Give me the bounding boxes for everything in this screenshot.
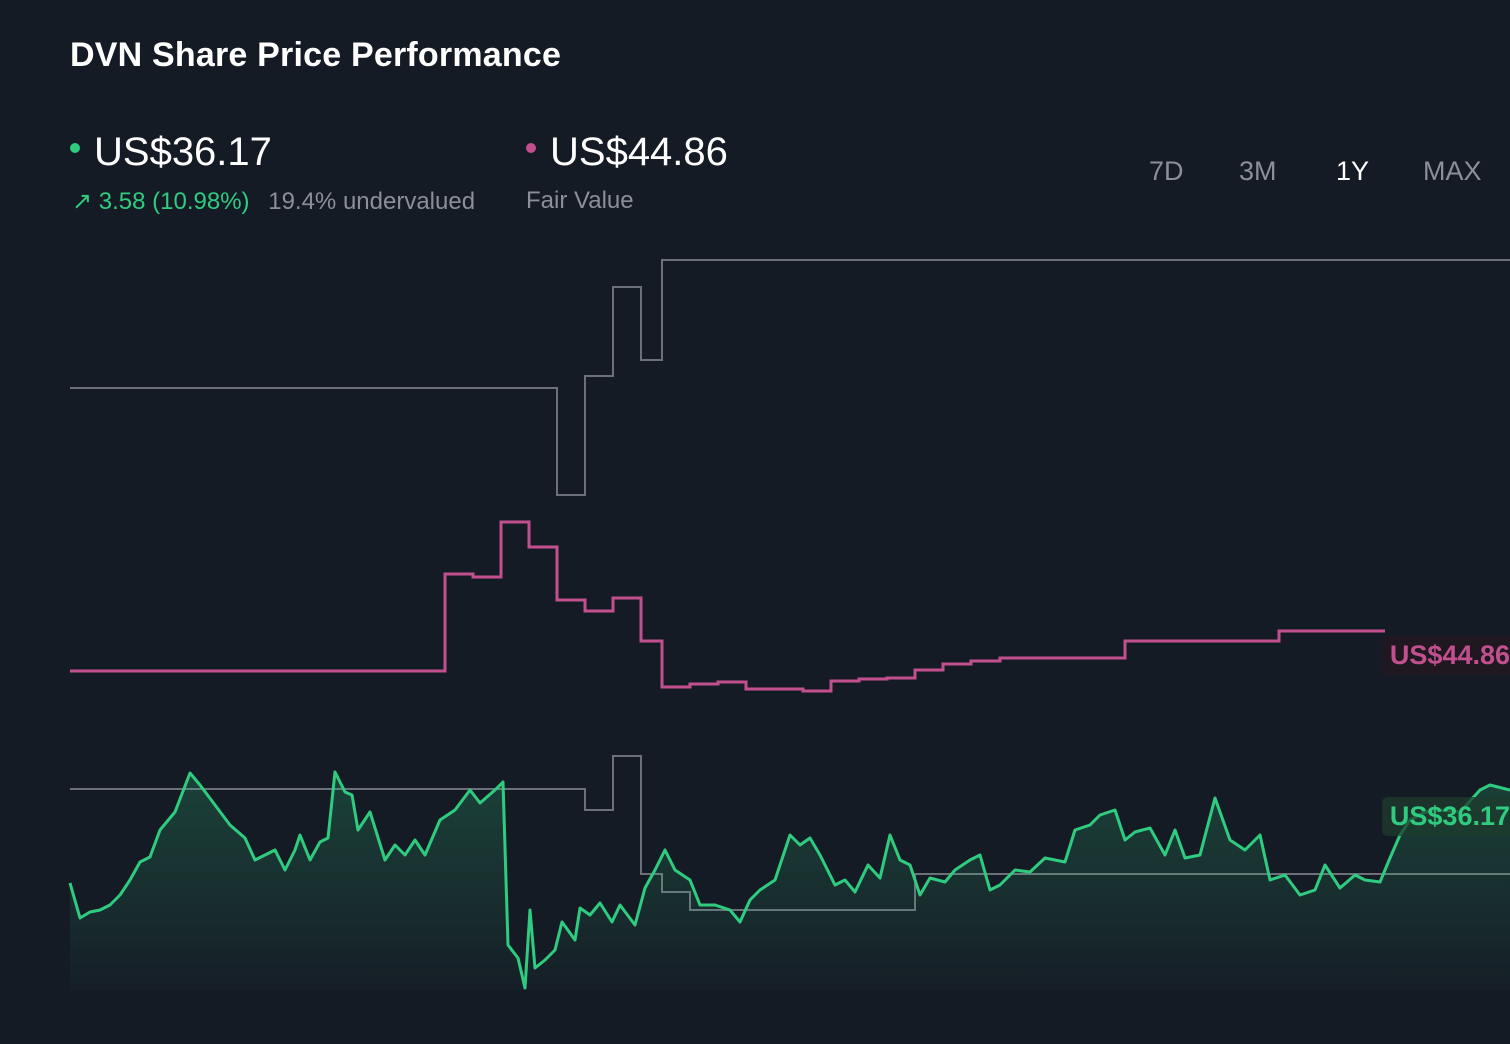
fair-value: US$44.86 <box>526 130 728 175</box>
arrow-up-right-icon: ↗ <box>72 188 93 215</box>
price-legend-dot <box>70 143 80 154</box>
valuation-status: 19.4% undervalued <box>268 188 476 215</box>
share-price-area <box>70 772 1510 990</box>
fair-value-label: Fair Value <box>526 187 634 214</box>
fair-value-end-label: US$44.86 <box>1381 636 1510 675</box>
tab-max[interactable]: MAX <box>1423 156 1482 186</box>
analyst-high-line <box>70 259 1510 496</box>
fair-value-legend-dot <box>526 143 536 154</box>
tab-1y[interactable]: 1Y <box>1336 156 1370 186</box>
tab-7d[interactable]: 7D <box>1149 156 1184 186</box>
current-price: US$36.17 <box>70 130 272 175</box>
price-end-label: US$36.17 <box>1381 797 1510 836</box>
share-price-line <box>68 770 1510 990</box>
fair-value-line <box>70 520 1385 693</box>
price-change: 3.58 (10.98%) <box>98 188 250 215</box>
tab-3m[interactable]: 3M <box>1239 156 1277 186</box>
page-title: DVN Share Price Performance <box>70 36 562 74</box>
fair-value-price: US$44.86 <box>550 130 728 174</box>
price-change-row: ↗ 3.58 (10.98%) 19.4% undervalued <box>72 187 475 216</box>
current-price-value: US$36.17 <box>94 130 272 174</box>
